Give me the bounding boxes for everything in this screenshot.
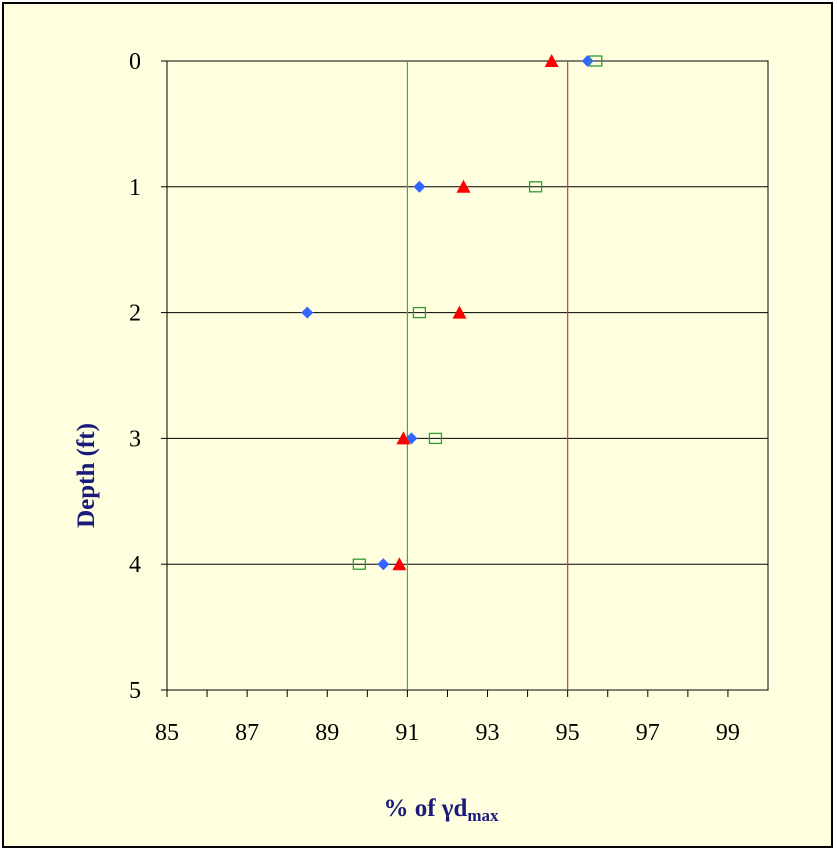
- point-open-square-0: [589, 55, 603, 67]
- point-triangle-3: [396, 431, 411, 445]
- y-tick-label: 1: [129, 175, 141, 201]
- point-open-square-2: [412, 306, 427, 319]
- point-diamond-0: [581, 55, 594, 67]
- point-triangle-0: [544, 54, 559, 67]
- x-tick-label: 89: [315, 720, 339, 746]
- point-triangle-4: [392, 557, 407, 571]
- scatter-chart: 0 1 2 3 4 5 85 87 89 91 93 95 97 99 % of γdmax Depth (f…: [73, 49, 769, 825]
- point-diamond-4: [377, 558, 390, 571]
- x-axis-title: % of γdmax: [383, 795, 499, 825]
- y-tick-label: 3: [129, 426, 141, 452]
- y-tick-label: 4: [129, 552, 141, 578]
- point-open-square-1: [528, 181, 543, 193]
- x-tick-label: 85: [155, 720, 179, 746]
- x-tick-label: 95: [556, 720, 580, 746]
- y-tick-label: 0: [129, 49, 141, 75]
- y-tick-label: 5: [129, 678, 141, 704]
- x-tick-label: 99: [716, 720, 740, 746]
- plot-area: [166, 60, 769, 691]
- x-tick-label: 97: [636, 720, 660, 746]
- x-tick-label: 87: [235, 720, 259, 746]
- y-tick-label: 2: [129, 301, 141, 327]
- y-axis-title: Depth (ft): [73, 423, 100, 528]
- point-triangle-2: [452, 305, 467, 319]
- x-tick-label: 91: [395, 720, 419, 746]
- point-open-square-3: [428, 432, 443, 445]
- point-diamond-1: [413, 180, 426, 193]
- point-diamond-2: [301, 306, 314, 319]
- x-tick-label: 93: [476, 720, 500, 746]
- point-open-square-4: [352, 558, 366, 570]
- point-triangle-1: [456, 179, 471, 193]
